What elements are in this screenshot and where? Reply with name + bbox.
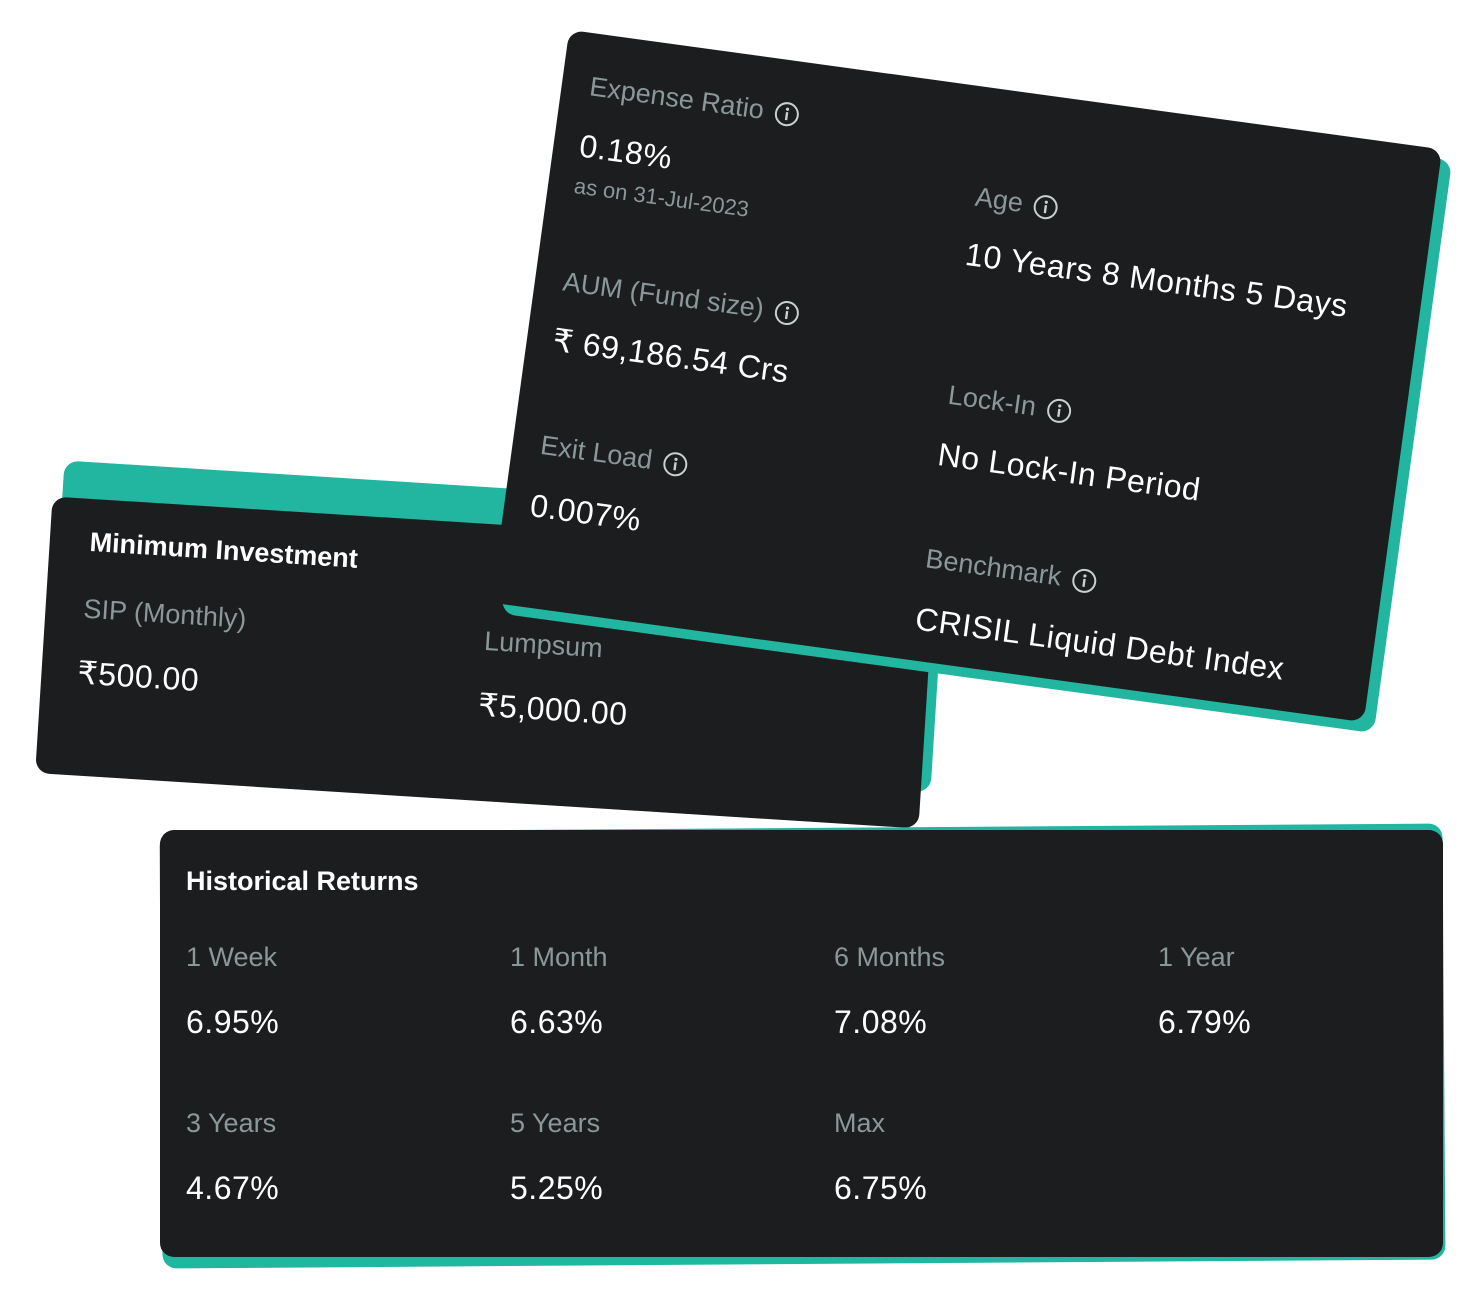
card-title: Minimum Investment xyxy=(88,526,359,574)
return-label-text: 1 Week xyxy=(186,942,278,972)
return-label: Max xyxy=(834,1108,885,1139)
field-value-text: ₹ 69,186.54 Crs xyxy=(550,321,792,390)
fund-details-card: Expense Ratio 0.18% as on 31-Jul-2023 Age 10… xyxy=(490,29,1443,723)
info-icon[interactable] xyxy=(772,99,801,128)
field-value-text: No Lock-In Period xyxy=(935,436,1203,508)
return-label-text: 3 Years xyxy=(186,1108,277,1138)
field-label: SIP (Monthly) xyxy=(82,593,248,634)
return-value-text: 4.67% xyxy=(186,1170,280,1206)
field-note-text: as on 31-Jul-2023 xyxy=(572,173,751,222)
return-value: 5.25% xyxy=(510,1170,603,1207)
field-label-text: Age xyxy=(973,181,1026,218)
return-label-text: 1 Year xyxy=(1158,942,1235,972)
field-value: 0.18% xyxy=(577,128,674,177)
return-value-text: 6.75% xyxy=(834,1170,928,1206)
return-label: 6 Months xyxy=(834,942,945,973)
return-label-text: 1 Month xyxy=(510,942,608,972)
info-icon[interactable] xyxy=(772,298,801,327)
info-icon[interactable] xyxy=(1069,566,1098,595)
field-value: 10 Years 8 Months 5 Days xyxy=(963,236,1350,325)
field-value: ₹500.00 xyxy=(76,654,201,699)
field-label-text: Exit Load xyxy=(538,429,655,475)
return-label: 5 Years xyxy=(510,1108,600,1139)
field-value: ₹ 69,186.54 Crs xyxy=(551,321,792,391)
field-value-text: 0.007% xyxy=(528,487,644,538)
return-value: 7.08% xyxy=(834,1004,927,1041)
return-value-text: 6.63% xyxy=(510,1004,604,1040)
field-label: Lumpsum xyxy=(483,625,604,664)
return-label: 1 Week xyxy=(186,942,277,973)
return-value: 4.67% xyxy=(186,1170,279,1207)
return-value: 6.79% xyxy=(1158,1004,1251,1041)
return-value-text: 5.25% xyxy=(510,1170,604,1206)
info-icon[interactable] xyxy=(1044,396,1073,425)
field-label: Lock-In xyxy=(946,380,1074,428)
return-label-text: Max xyxy=(834,1108,886,1138)
field-label: Age xyxy=(973,182,1060,224)
field-label: Benchmark xyxy=(924,543,1099,597)
return-label: 1 Year xyxy=(1158,942,1235,973)
field-value-text: 0.18% xyxy=(577,127,675,176)
return-value: 6.95% xyxy=(186,1004,279,1041)
field-note: as on 31-Jul-2023 xyxy=(572,173,751,223)
field-label: AUM (Fund size) xyxy=(561,267,802,330)
return-label: 1 Month xyxy=(510,942,608,973)
info-icon[interactable] xyxy=(1031,192,1060,221)
historical-returns-card: Historical Returns 1 Week 6.95% 1 Month 6.6… xyxy=(160,830,1443,1257)
card-title: Historical Returns xyxy=(186,866,419,896)
return-value-text: 7.08% xyxy=(834,1004,928,1040)
return-value-text: 6.79% xyxy=(1158,1004,1252,1040)
field-label-text: Benchmark xyxy=(923,543,1064,592)
field-label-text: Lock-In xyxy=(946,379,1039,422)
return-value: 6.75% xyxy=(834,1170,927,1207)
return-label-text: 6 Months xyxy=(834,942,946,972)
field-value-text: 10 Years 8 Months 5 Days xyxy=(963,235,1351,324)
return-label-text: 5 Years xyxy=(510,1108,601,1138)
return-value-text: 6.95% xyxy=(186,1004,280,1040)
field-label: Exit Load xyxy=(539,430,690,481)
info-icon[interactable] xyxy=(660,449,689,478)
return-label: 3 Years xyxy=(186,1108,276,1139)
field-label: Expense Ratio xyxy=(588,71,802,130)
field-label-text: AUM (Fund size) xyxy=(561,266,766,324)
field-value: 0.007% xyxy=(528,487,644,539)
field-value: ₹5,000.00 xyxy=(477,686,629,732)
field-label-text: Expense Ratio xyxy=(587,71,766,125)
field-value: No Lock-In Period xyxy=(936,436,1203,509)
return-value: 6.63% xyxy=(510,1004,603,1041)
